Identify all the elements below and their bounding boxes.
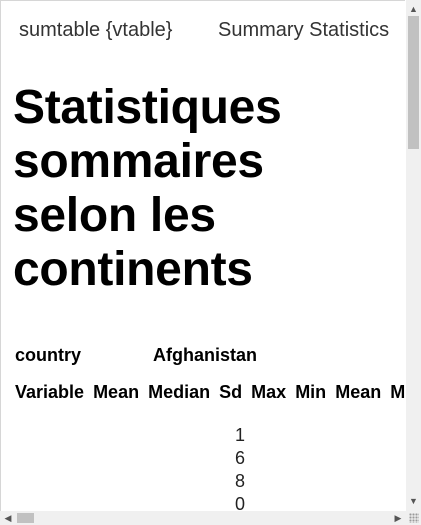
group-row: country Afghanistan	[15, 345, 257, 366]
table-cell: 1 6 8 0	[232, 424, 248, 511]
group-value: Afghanistan	[153, 345, 258, 365]
doc-header: sumtable {vtable} Summary Statistics	[1, 1, 405, 59]
package-label: sumtable {vtable}	[19, 19, 173, 41]
column-header: Variable	[15, 382, 85, 402]
vertical-scroll-thumb[interactable]	[408, 16, 419, 149]
column-header: Sd	[219, 382, 243, 402]
cell-digit: 0	[234, 494, 245, 511]
arrow-up-icon[interactable]: ▲	[409, 4, 418, 14]
table-header-row: Variable Mean Median Sd Max Min Mean Me	[15, 382, 405, 403]
arrow-down-icon[interactable]: ▼	[409, 496, 418, 506]
cell-digit: 8	[234, 471, 245, 491]
scrollbar-corner	[406, 511, 421, 525]
vertical-scrollbar[interactable]: ▲ ▼	[406, 0, 421, 511]
column-header: Min	[295, 382, 327, 402]
cell-digit: 1	[234, 425, 245, 445]
doc-title: Summary Statistics	[218, 19, 390, 41]
arrow-right-icon[interactable]: ▶	[394, 513, 402, 523]
arrow-left-icon[interactable]: ◀	[4, 513, 12, 523]
group-label: country	[15, 345, 82, 365]
cell-digit: 6	[234, 448, 245, 468]
column-header: Median	[148, 382, 211, 402]
column-header: Mean	[93, 382, 140, 402]
column-header: Max	[251, 382, 287, 402]
column-header: Mean	[335, 382, 382, 402]
help-viewer-content: sumtable {vtable} Summary Statistics Sta…	[0, 0, 405, 511]
column-header: Me	[390, 382, 405, 402]
resize-grip-icon[interactable]	[409, 513, 419, 523]
horizontal-scrollbar[interactable]: ◀ ▶	[0, 511, 406, 525]
horizontal-scroll-thumb[interactable]	[17, 513, 34, 523]
page-title: Statistiques sommaires selon les contine…	[13, 81, 282, 296]
